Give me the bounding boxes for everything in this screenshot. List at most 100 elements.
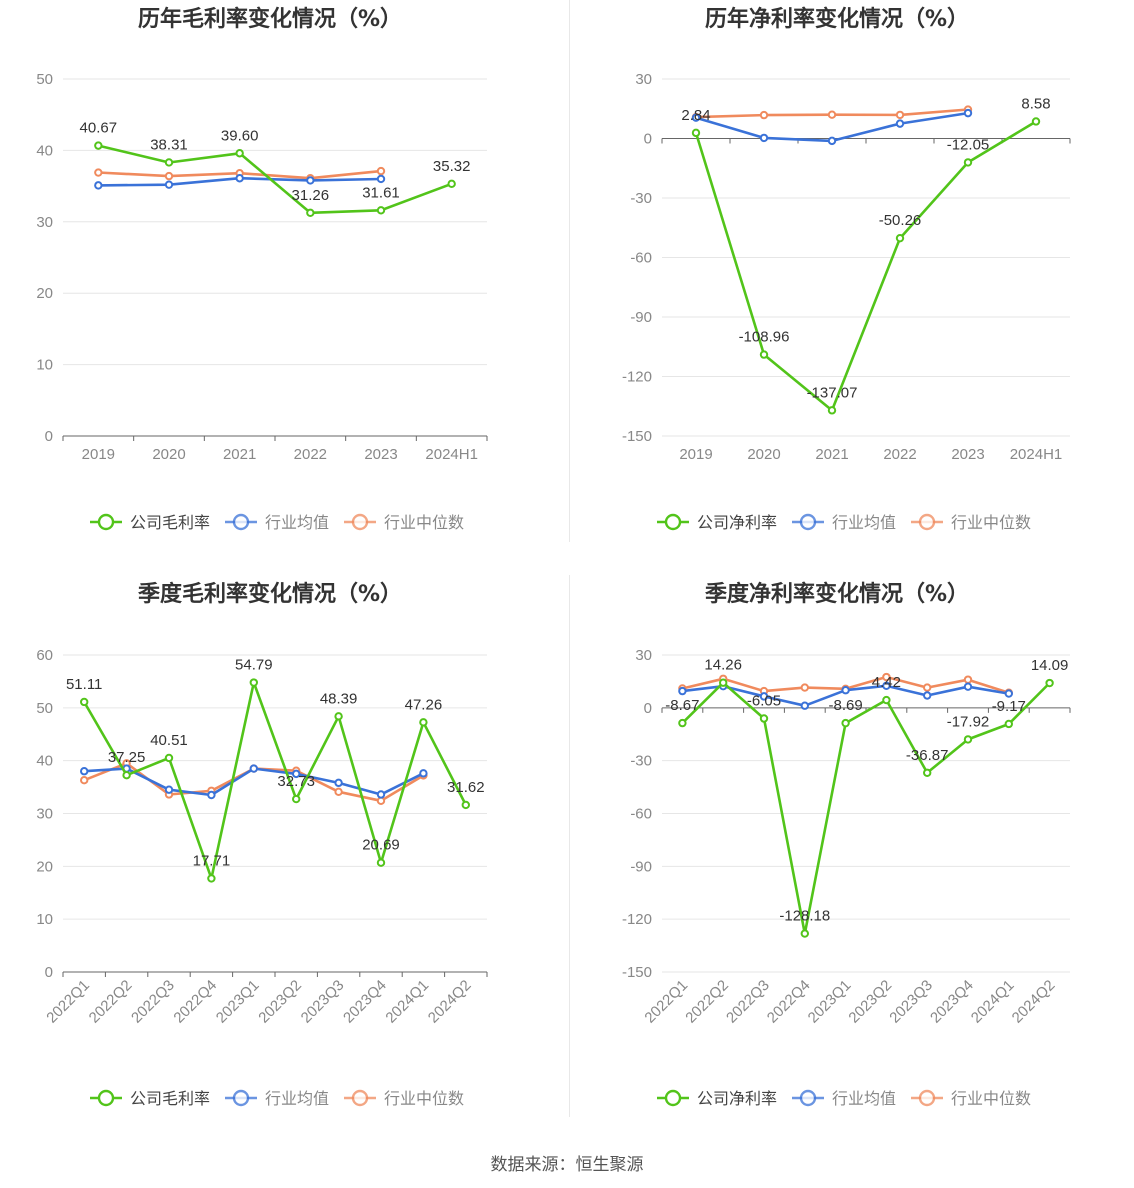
y-tick-label: 10 [36,357,53,374]
data-point-avg [94,181,103,190]
chart-svg: 季度净利率变化情况（%）300-30-60-90-120-1502022Q120… [622,581,1071,1108]
data-point-company [800,929,810,938]
data-label: 14.26 [704,657,742,674]
legend-marker [232,1089,250,1107]
data-point-company [719,678,728,687]
data-point-avg [678,686,687,696]
legend-label: 行业中位数 [384,1089,464,1108]
data-point-company [678,718,687,728]
data-point-company [122,770,131,780]
y-tick-label: 10 [36,911,53,928]
data-point-avg [827,136,837,146]
data-label: 8.58 [1021,95,1050,112]
data-point-company [292,794,301,804]
x-tick-label: 2021 [815,446,848,463]
data-label: 20.69 [362,837,400,854]
legend-item-company: 公司毛利率 [90,1089,210,1108]
data-point-company [207,874,216,883]
legend-item-median: 行业中位数 [911,513,1031,532]
chart-title: 季度净利率变化情况（%） [705,581,969,607]
data-point-company [1004,719,1013,729]
data-point-company [80,697,89,707]
data-point-avg [207,790,216,800]
data-point-avg [691,113,701,122]
data-label: 37.25 [108,749,146,766]
data-label: -50.26 [879,212,922,229]
y-tick-label: 0 [45,964,53,981]
data-point-avg [376,174,386,184]
x-tick-label: 2022 [294,446,327,463]
x-tick-label: 2024Q2 [1009,977,1059,1027]
data-label: -17.92 [947,713,990,730]
y-tick-label: 60 [36,647,53,664]
data-point-company [759,350,769,359]
data-label: 32.73 [277,773,315,790]
legend-item-median: 行业中位数 [911,1089,1031,1108]
chart-quarterly-net-margin: 季度净利率变化情况（%） 30 0 -30 -60 -90 -120 -150 2022Q1 20… [567,575,1134,1150]
data-point-company [419,718,428,727]
legend-marker [97,1089,115,1107]
data-point-company [882,695,891,705]
y-tick-label: -60 [630,806,652,823]
legend-item-avg: 行业均值 [792,1089,896,1108]
legend-label: 公司净利率 [697,1089,777,1108]
x-tick-label: 2022Q3 [128,977,178,1027]
data-point-median [882,672,891,682]
x-tick-label: 2023Q4 [340,977,390,1027]
y-tick-label: -120 [622,911,652,928]
chart-svg: 历年毛利率变化情况（%） 0 10 20 30 40 50 2019 2020 2021 2022 2… [36,6,488,532]
data-point-avg [164,180,174,189]
data-label: -8.67 [665,697,699,714]
data-point-company [963,158,973,167]
legend-item-avg: 行业均值 [225,513,329,532]
legend-marker [351,513,369,531]
data-label: 47.26 [405,696,443,713]
series-line-company [681,681,1051,935]
legend-label: 行业中位数 [384,513,464,532]
x-tick-label: 2023Q3 [298,977,348,1027]
x-tick-label: 2024Q1 [382,977,432,1027]
data-point-company [1031,117,1041,126]
legend-item-company: 公司净利率 [657,513,777,532]
x-tick-label: 2019 [82,446,115,463]
legend-item-company: 公司毛利率 [90,513,210,532]
x-tick-label: 2024H1 [1010,446,1063,463]
x-tick-label: 2023 [951,446,984,463]
data-point-median [963,675,973,684]
data-point-median [334,787,343,797]
data-point-company [94,141,103,150]
data-point-median [376,166,386,176]
vertical-divider-top [569,0,570,542]
y-tick-label: 0 [644,700,652,717]
legend-label: 行业均值 [265,513,329,532]
x-tick-label: 2023Q2 [845,977,895,1027]
data-label: -137.07 [807,384,858,401]
data-point-avg [292,769,301,779]
data-point-company [376,206,386,215]
x-tick-label: 2022Q2 [682,977,732,1027]
data-point-avg [1004,689,1013,698]
x-tick-label: 2023Q2 [255,977,305,1027]
data-label: 31.26 [292,187,330,204]
y-tick-label: -30 [630,190,652,207]
data-point-avg [334,778,343,788]
data-label: 54.79 [235,657,273,674]
x-tick-label: 2023Q1 [213,977,263,1027]
data-point-company [447,179,456,189]
x-tick-label: 2020 [152,446,185,463]
data-point-median [923,683,932,692]
legend-label: 行业中位数 [951,1089,1031,1108]
data-point-median [80,776,89,785]
data-point-company [249,678,259,687]
series-line-company [694,120,1037,412]
y-tick-label: 40 [36,753,53,770]
legend-item-company: 公司净利率 [657,1089,777,1108]
y-tick-label: 20 [36,285,53,302]
data-point-company [164,753,174,763]
legend-label: 行业均值 [832,513,896,532]
y-tick-label: -150 [622,428,652,445]
y-tick-label: 50 [36,700,53,717]
chart-title: 季度毛利率变化情况（%） [138,581,402,607]
y-tick-label: -60 [630,250,652,267]
data-label: -12.05 [947,136,990,153]
